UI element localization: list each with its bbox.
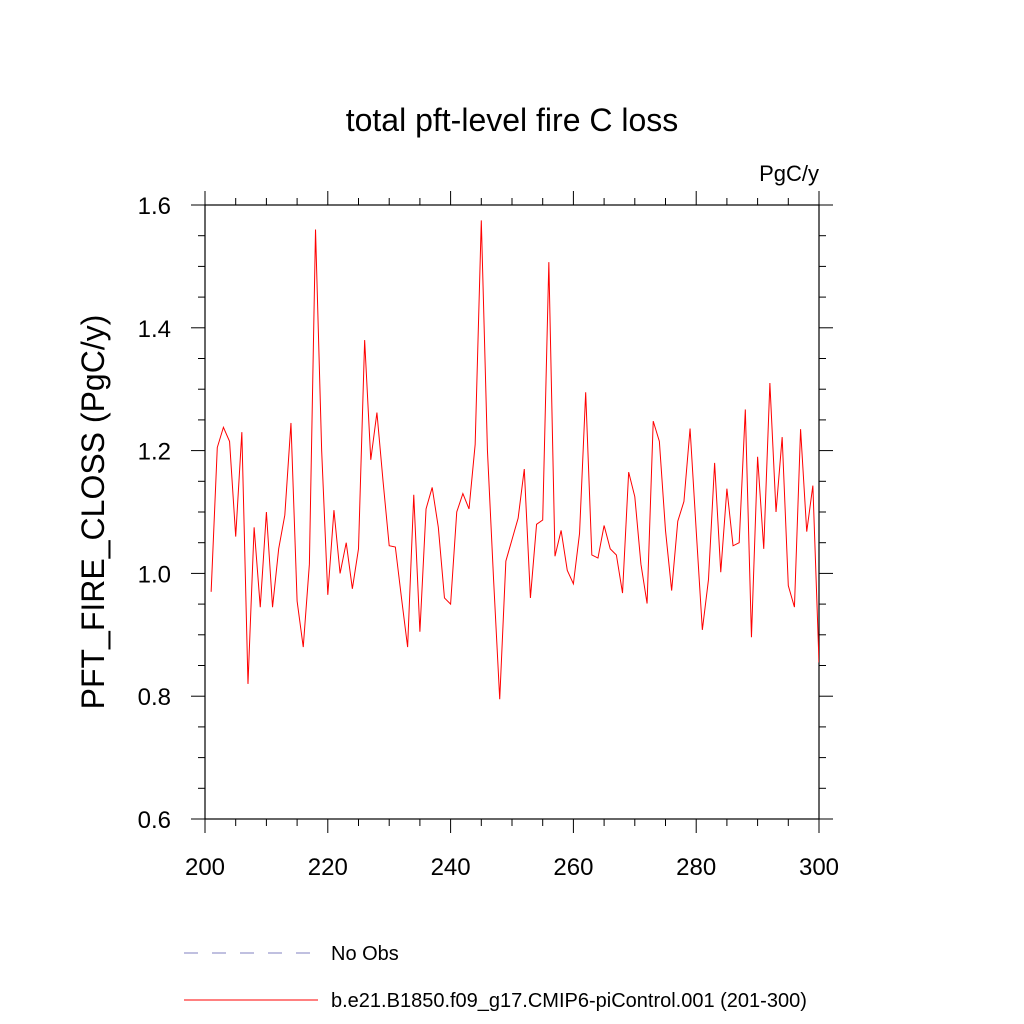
y-tick-label: 1.6 — [138, 193, 171, 220]
y-tick-label: 1.0 — [138, 561, 171, 588]
y-tick-label: 0.8 — [138, 684, 171, 711]
legend-label-picontrol: b.e21.B1850.f09_g17.CMIP6-piControl.001 … — [331, 990, 807, 1012]
y-tick-label: 1.2 — [138, 439, 171, 466]
y-tick-label: 0.6 — [138, 807, 171, 834]
legend: No Obs b.e21.B1850.f09_g17.CMIP6-piContr… — [184, 943, 807, 1012]
y-axis: 0.6 0.8 1.0 1.2 1.4 1.6 — [138, 193, 833, 834]
x-tick-label: 260 — [553, 854, 593, 881]
y-tick-label: 1.4 — [138, 316, 171, 343]
x-axis: 200 220 240 260 280 300 — [185, 191, 839, 881]
x-tick-label: 240 — [431, 854, 471, 881]
x-tick-label: 200 — [185, 854, 225, 881]
series-layer — [210, 220, 819, 700]
plot-frame — [204, 204, 820, 820]
series-line-1 — [210, 220, 819, 700]
units-label: PgC/y — [759, 161, 819, 186]
x-tick-label: 300 — [799, 854, 839, 881]
x-tick-label: 220 — [308, 854, 348, 881]
y-axis-label: PFT_FIRE_CLOSS (PgC/y) — [75, 315, 111, 710]
x-tick-label: 280 — [676, 854, 716, 881]
legend-label-no-obs: No Obs — [331, 943, 399, 965]
chart-title: total pft-level fire C loss — [346, 102, 679, 138]
